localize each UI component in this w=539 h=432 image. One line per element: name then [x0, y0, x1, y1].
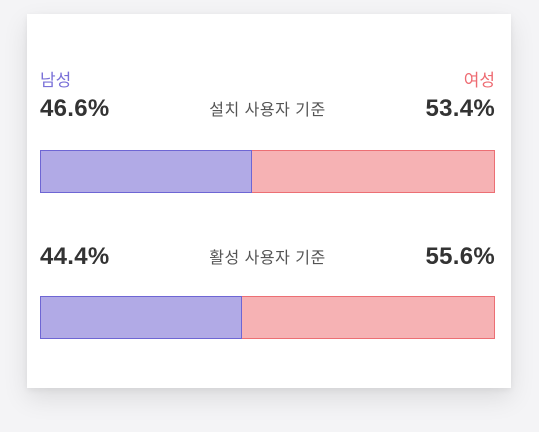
install-male-bar	[40, 150, 253, 193]
legend-male: 남성	[40, 71, 72, 90]
legend-female: 여성	[463, 71, 495, 90]
install-users-label: 설치 사용자 기준	[209, 102, 326, 119]
gender-ratio-card: 남성 여성 46.6% 설치 사용자 기준 53.4% 44.4% 활성 사용자…	[27, 14, 511, 388]
install-ratio-bar	[40, 150, 495, 193]
active-male-bar	[40, 296, 243, 339]
install-male-percent: 46.6%	[40, 95, 110, 122]
active-female-percent: 55.6%	[425, 243, 495, 270]
active-male-percent: 44.4%	[40, 243, 110, 270]
install-female-bar	[252, 150, 495, 193]
active-users-label: 활성 사용자 기준	[209, 250, 326, 267]
active-ratio-bar	[40, 296, 495, 339]
active-female-bar	[242, 296, 495, 339]
install-female-percent: 53.4%	[425, 95, 495, 122]
